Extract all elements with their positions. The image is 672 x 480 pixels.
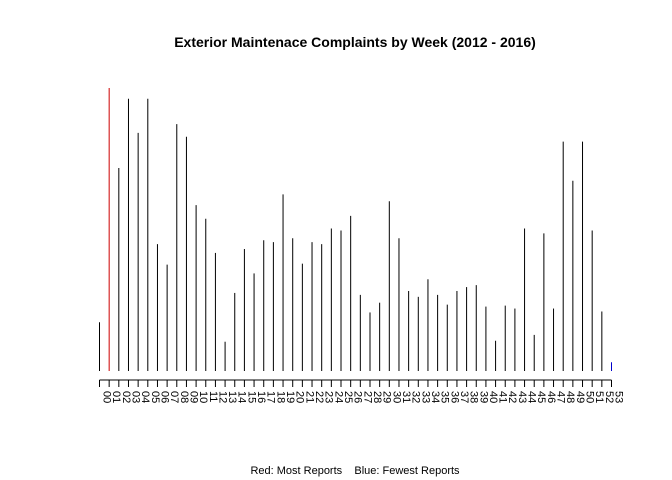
chart-title: Exterior Maintenace Complaints by Week (… (174, 34, 536, 50)
x-tick-label-53: 53 (613, 391, 625, 403)
x-tick-label-06: 06 (158, 391, 170, 403)
x-tick-label-32: 32 (410, 391, 422, 403)
x-tick-label-04: 04 (139, 391, 151, 403)
chart-caption: Red: Most Reports Blue: Fewest Reports (250, 465, 460, 477)
x-tick-label-23: 23 (323, 391, 335, 403)
x-tick-label-09: 09 (187, 391, 199, 403)
x-tick-label-11: 11 (207, 391, 219, 402)
x-tick-label-22: 22 (313, 391, 325, 403)
x-tick-label-46: 46 (545, 391, 557, 403)
x-tick-label-08: 08 (178, 391, 190, 403)
x-tick-label-43: 43 (516, 391, 528, 403)
x-tick-label-33: 33 (419, 391, 431, 403)
x-tick-label-00: 00 (101, 391, 113, 403)
bar-series (99, 88, 612, 371)
x-tick-label-48: 48 (564, 391, 576, 403)
x-tick-label-19: 19 (284, 391, 296, 403)
x-tick-label-03: 03 (129, 391, 141, 403)
x-tick-label-38: 38 (468, 391, 480, 403)
x-tick-label-21: 21 (303, 391, 315, 403)
x-tick-label-29: 29 (381, 391, 393, 403)
x-tick-label-10: 10 (197, 391, 209, 403)
x-tick-label-34: 34 (429, 391, 441, 403)
x-tick-label-30: 30 (390, 391, 402, 403)
x-tick-label-17: 17 (265, 391, 277, 403)
x-axis-ticks: 0001020304050607080910111213141516171819… (99, 380, 625, 403)
x-tick-label-40: 40 (487, 391, 499, 403)
x-tick-label-13: 13 (226, 391, 238, 403)
x-tick-label-51: 51 (593, 391, 605, 403)
x-tick-label-01: 01 (110, 391, 122, 403)
x-tick-label-36: 36 (448, 391, 460, 403)
x-tick-label-42: 42 (506, 391, 518, 403)
x-tick-label-44: 44 (526, 391, 538, 403)
x-tick-label-12: 12 (216, 391, 228, 403)
x-tick-label-14: 14 (236, 391, 248, 403)
x-tick-label-05: 05 (149, 391, 161, 403)
x-tick-label-16: 16 (255, 391, 267, 403)
x-tick-label-18: 18 (274, 391, 286, 403)
x-tick-label-02: 02 (120, 391, 132, 403)
x-tick-label-27: 27 (361, 391, 373, 403)
x-tick-label-28: 28 (371, 391, 383, 403)
x-tick-label-49: 49 (574, 391, 586, 403)
x-tick-label-50: 50 (584, 391, 596, 403)
x-tick-label-39: 39 (477, 391, 489, 403)
x-tick-label-52: 52 (603, 391, 615, 403)
x-tick-label-24: 24 (332, 391, 344, 403)
x-tick-label-26: 26 (352, 391, 364, 403)
x-tick-label-35: 35 (439, 391, 451, 403)
x-tick-label-37: 37 (458, 391, 470, 403)
x-tick-label-47: 47 (555, 391, 567, 403)
x-tick-label-25: 25 (342, 391, 354, 403)
x-tick-label-07: 07 (168, 391, 180, 403)
x-tick-label-45: 45 (535, 391, 547, 403)
x-tick-label-20: 20 (294, 391, 306, 403)
x-tick-label-15: 15 (245, 391, 257, 403)
x-tick-label-41: 41 (497, 391, 509, 403)
x-tick-label-31: 31 (400, 391, 412, 403)
